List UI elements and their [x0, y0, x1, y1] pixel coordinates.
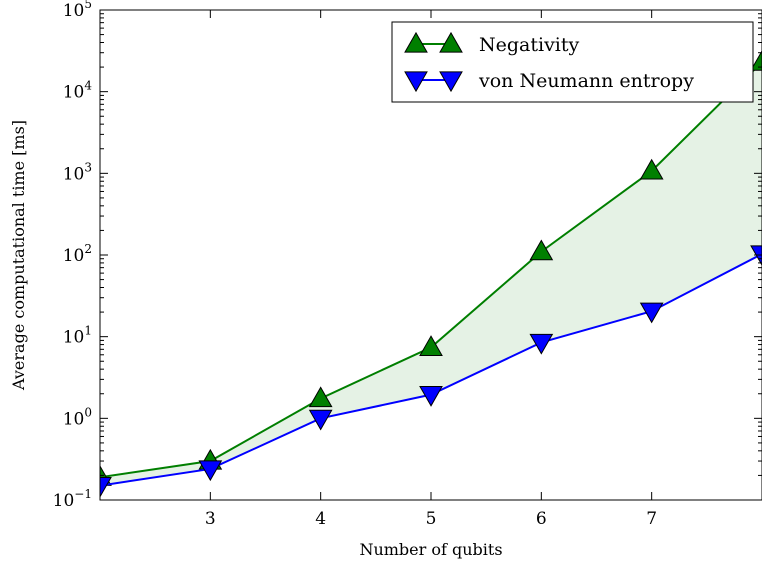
legend-label: von Neumann entropy	[478, 70, 694, 92]
legend-entry-0: Negativity	[404, 31, 580, 56]
y-tick-label: 105	[63, 0, 92, 21]
legend-marker	[404, 31, 428, 53]
fill-between-region	[100, 62, 762, 486]
legend-entry-1: von Neumann entropy	[404, 70, 694, 93]
legend-marker	[404, 71, 428, 93]
y-tick-label: 100	[63, 405, 92, 429]
data-point	[529, 333, 554, 355]
data-point	[308, 386, 333, 408]
legend-marker	[439, 31, 463, 53]
data-point	[639, 302, 664, 324]
data-point	[750, 49, 762, 71]
plot-frame	[99, 9, 762, 501]
series-layer	[100, 49, 762, 498]
y-tick-label: 102	[63, 242, 92, 266]
data-point	[529, 239, 554, 261]
y-axis-label: Average computational time [ms]	[9, 120, 28, 391]
legend-marker	[439, 71, 463, 93]
legend-label: Negativity	[479, 34, 580, 56]
data-point	[419, 386, 443, 407]
plot-area	[100, 49, 762, 498]
tick-labels: 3 4 5 6 7 10−1 100 101 102 103 104 105	[53, 0, 657, 529]
data-point	[639, 158, 664, 180]
y-tick-label: 101	[63, 324, 92, 348]
series-1	[100, 245, 762, 498]
x-tick-label: 6	[536, 509, 547, 529]
data-point	[308, 409, 333, 431]
fill-between-area	[100, 62, 762, 486]
x-tick-label: 5	[426, 509, 437, 529]
y-tick-label: 103	[63, 160, 92, 184]
data-point	[100, 477, 112, 498]
legend: Negativity von Neumann entropy	[391, 21, 754, 103]
x-tick-label: 3	[205, 509, 216, 529]
x-axis-label: Number of qubits	[359, 540, 502, 559]
y-tick-label: 104	[63, 79, 93, 103]
y-tick-label: 10−1	[53, 487, 92, 511]
x-tick-label: 4	[315, 509, 326, 529]
data-point	[419, 335, 443, 356]
x-tick-label: 7	[646, 509, 657, 529]
data-point	[198, 460, 223, 482]
